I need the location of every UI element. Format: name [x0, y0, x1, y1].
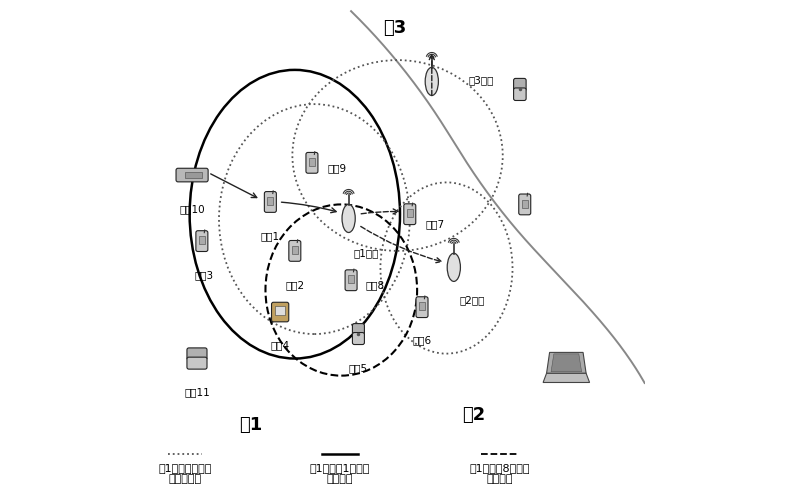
Text: 簇1: 簇1 [239, 416, 262, 433]
Ellipse shape [447, 253, 461, 281]
FancyBboxPatch shape [292, 246, 298, 254]
FancyBboxPatch shape [309, 158, 315, 166]
FancyBboxPatch shape [264, 191, 276, 213]
Text: 节点1: 节点1 [261, 231, 280, 241]
FancyBboxPatch shape [514, 78, 526, 91]
Text: 簇2簇头: 簇2簇头 [460, 295, 485, 305]
FancyBboxPatch shape [416, 297, 428, 317]
FancyBboxPatch shape [514, 88, 526, 100]
FancyBboxPatch shape [198, 236, 205, 245]
FancyBboxPatch shape [404, 204, 416, 224]
FancyBboxPatch shape [419, 302, 425, 310]
FancyBboxPatch shape [522, 200, 528, 208]
Text: 节点2: 节点2 [286, 280, 304, 290]
Text: 节点6: 节点6 [413, 336, 431, 345]
Text: 簇3: 簇3 [383, 19, 406, 37]
FancyBboxPatch shape [345, 270, 357, 291]
Polygon shape [546, 352, 586, 373]
Ellipse shape [342, 204, 355, 233]
Text: 节点5: 节点5 [349, 364, 368, 373]
FancyBboxPatch shape [275, 306, 286, 315]
FancyBboxPatch shape [187, 357, 207, 369]
FancyBboxPatch shape [348, 276, 354, 283]
Text: 节点3: 节点3 [194, 271, 214, 280]
FancyBboxPatch shape [353, 324, 365, 336]
Text: 簇1中节点1的一跳
通信范围: 簇1中节点1的一跳 通信范围 [310, 462, 370, 484]
Text: 节点10: 节点10 [179, 204, 205, 215]
Polygon shape [551, 354, 582, 372]
Text: 簇1簇头节点的一
跳通信范围: 簇1簇头节点的一 跳通信范围 [158, 462, 211, 484]
Text: 节点7: 节点7 [426, 219, 445, 229]
FancyBboxPatch shape [186, 172, 202, 178]
Text: 节点9: 节点9 [327, 163, 346, 173]
FancyBboxPatch shape [271, 302, 289, 322]
FancyBboxPatch shape [353, 333, 365, 344]
Text: 节点4: 节点4 [270, 340, 290, 350]
FancyBboxPatch shape [306, 153, 318, 173]
FancyBboxPatch shape [289, 241, 301, 261]
FancyBboxPatch shape [518, 194, 530, 215]
Text: 节点8: 节点8 [366, 280, 385, 290]
Text: 簇3簇头: 簇3簇头 [469, 75, 494, 85]
Polygon shape [543, 373, 590, 382]
Ellipse shape [425, 67, 438, 95]
FancyBboxPatch shape [176, 168, 208, 182]
FancyBboxPatch shape [196, 231, 208, 251]
FancyBboxPatch shape [267, 197, 274, 205]
Text: 簇1簇头: 簇1簇头 [353, 248, 378, 258]
Text: 簇1中节点8的一跳
通信范围: 簇1中节点8的一跳 通信范围 [469, 462, 530, 484]
FancyBboxPatch shape [187, 348, 207, 360]
Text: 簇2: 簇2 [462, 406, 485, 424]
Text: 节点11: 节点11 [184, 387, 210, 397]
FancyBboxPatch shape [406, 209, 413, 217]
